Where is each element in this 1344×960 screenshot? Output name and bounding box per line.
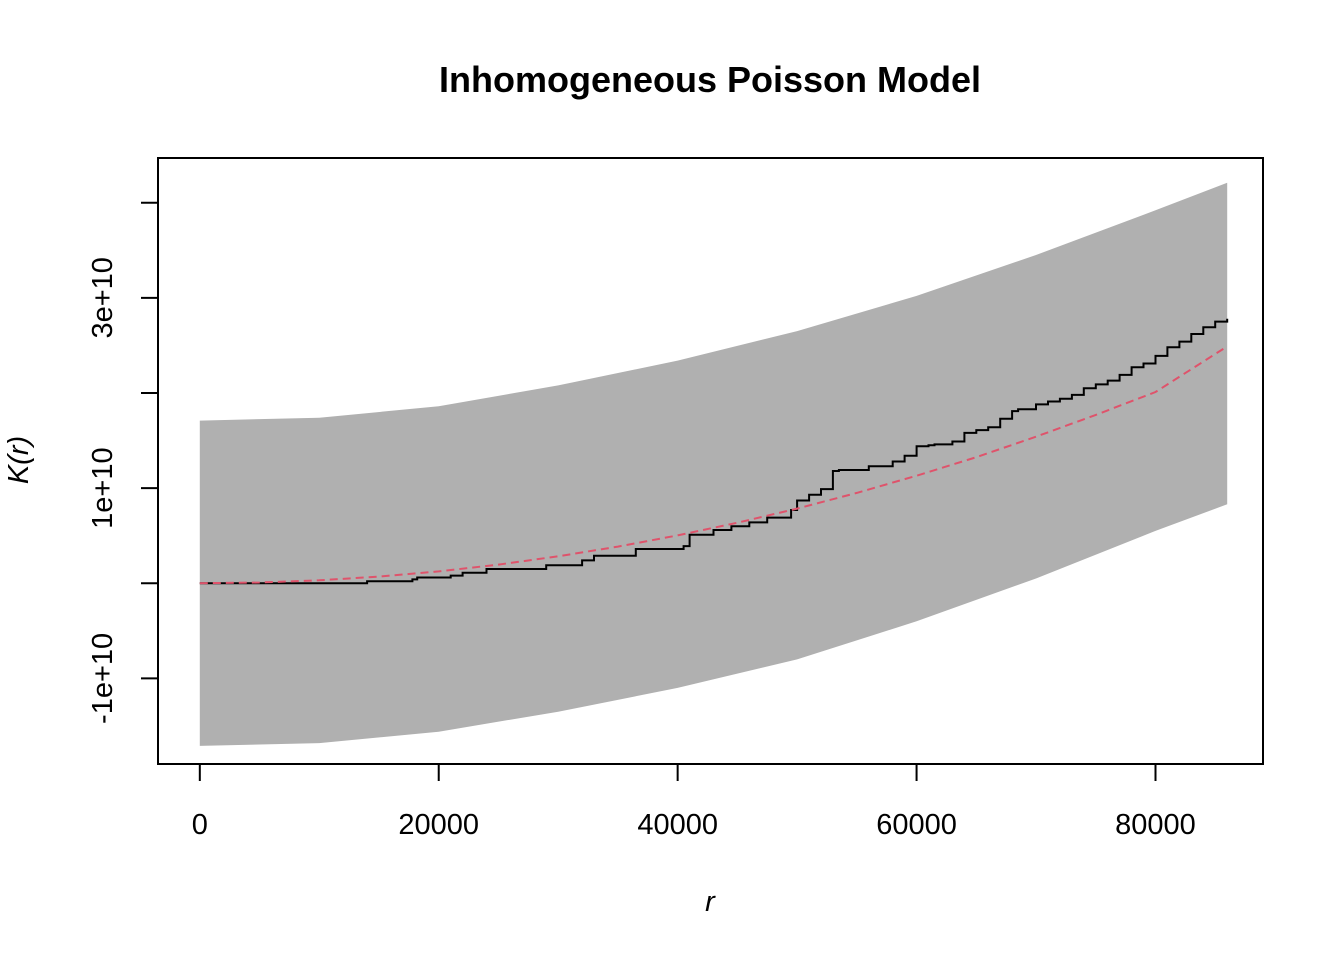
x-tick-label: 20000: [398, 809, 479, 841]
x-tick-label: 80000: [1115, 809, 1196, 841]
y-tick-label: 3e+10: [87, 257, 119, 338]
y-axis-label: K(r): [3, 436, 35, 484]
x-tick-label: 60000: [876, 809, 957, 841]
chart-title: Inhomogeneous Poisson Model: [439, 59, 981, 100]
y-tick-label: 1e+10: [87, 447, 119, 528]
x-tick-label: 40000: [637, 809, 718, 841]
x-axis-label: r: [705, 886, 716, 918]
axes: 0 20000 40000 60000 80000 -1e+10 1e+10 3e+10: [87, 157, 1264, 841]
x-tick-label: 0: [192, 809, 208, 841]
envelope-band: [199, 182, 1228, 746]
y-tick-label: -1e+10: [87, 633, 119, 724]
theoretical-k-line: [199, 345, 1228, 585]
plot-area: [199, 182, 1229, 746]
observed-k-line: [199, 318, 1229, 585]
